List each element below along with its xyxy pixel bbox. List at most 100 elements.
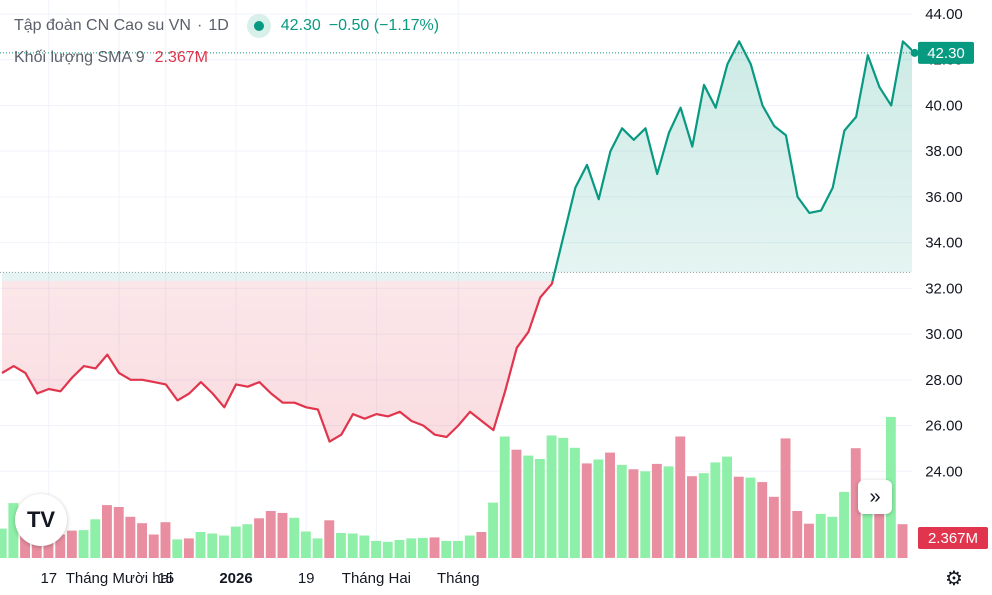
volume-bar [745,477,756,558]
volume-bar [183,538,194,558]
x-tick-label: 15 [157,570,174,587]
volume-bar [792,511,803,558]
volume-bar [336,533,346,558]
volume-bar [78,530,89,558]
y-tick-label: 34.00 [925,235,963,252]
volume-bar [581,463,592,558]
area-fill-up [2,41,912,281]
area-fills [2,41,912,442]
price-line-down [1,281,554,443]
market-status-icon[interactable] [246,14,271,38]
volume-bar [312,538,323,558]
chart-legend: Tập đoàn CN Cao su VN · 1D 42.30 −0.50 (… [14,14,439,70]
volume-bar [570,447,580,559]
volume-bar [464,535,475,558]
volume-bar [242,524,253,558]
volume-bar [0,528,7,558]
y-tick-label: 24.00 [925,463,963,480]
volume-bar [593,459,604,558]
x-tick-label: 2026 [219,570,252,587]
last-volume-tag [918,527,988,549]
volume-bar [113,507,124,558]
last-volume-tag-label: 2.367M [928,530,978,547]
volume-bar [90,519,101,558]
volume-bar [476,532,487,558]
volume-bar [125,516,136,558]
y-tick-label: 32.00 [925,280,963,297]
tradingview-logo-icon[interactable]: TV [15,494,67,546]
volume-bar [8,503,19,558]
volume-bar [605,452,615,558]
volume-bar [453,540,463,558]
volume-bar [148,534,159,558]
scroll-to-realtime-button[interactable]: » [858,480,892,514]
volume-bar [687,476,697,558]
last-price-tag [918,41,974,64]
volume-bar [324,520,335,558]
volume-bar [897,524,908,558]
volume-bar [663,466,674,558]
volume-bar [523,455,534,558]
volume-bar [195,532,206,558]
volume-bar [265,511,276,558]
y-tick-label: 44.00 [925,6,963,23]
volume-bar [628,469,639,558]
y-tick-label: 30.00 [925,326,963,343]
volume-bar [394,539,405,558]
volume-bar [417,537,428,558]
volume-bar [102,505,112,558]
x-tick-label: Tháng [437,570,480,587]
y-tick-label: 36.00 [925,189,963,206]
volume-bar [511,449,522,558]
symbol-name[interactable]: Tập đoàn CN Cao su VN [14,17,191,34]
volume-bar [534,459,545,558]
volume-bar [710,462,721,558]
volume-bar [862,494,873,558]
volume-bar [289,517,300,558]
price-lines [0,40,919,443]
volume-bar [359,535,370,558]
volume-bar [488,502,498,558]
separator-dot: · [196,17,203,34]
volume-bar [874,497,885,558]
volume-bar [780,438,791,558]
last-price-tag-label: 42.30 [927,45,965,62]
symbol-row: Tập đoàn CN Cao su VN · 1D 42.30 −0.50 (… [14,14,439,38]
volume-bar [160,522,171,558]
x-tick-label: 19 [298,570,315,587]
price-change: −0.50 (−1.17%) [328,17,440,34]
volume-bar [406,538,417,558]
last-price-marker [910,48,919,57]
last-price: 42.30 [280,17,321,34]
volume-bar [207,533,218,558]
volume-bar [137,523,147,558]
gear-icon[interactable]: ⚙ [945,567,963,590]
volume-bar [172,539,183,558]
volume-bar [698,473,709,558]
volume-bars [0,416,908,559]
volume-indicator-label[interactable]: Khối lượng SMA 9 [14,49,145,66]
volume-bar [277,512,288,558]
price-line-up [551,40,912,281]
volume-bar [371,540,381,558]
x-tick-label: 17 [40,570,57,587]
volume-bar [230,526,241,558]
volume-row: Khối lượng SMA 9 2.367M [14,46,439,70]
volume-bar [804,523,814,558]
interval-label[interactable]: 1D [208,17,229,34]
volume-bar [640,471,651,558]
y-tick-label: 28.00 [925,372,963,389]
y-tick-label: 40.00 [925,97,963,114]
volume-bar [651,463,662,558]
volume-bar [827,516,838,558]
volume-bar [558,437,569,558]
area-fill-down [2,281,553,442]
volume-bar [300,531,311,558]
price-axis[interactable]: 44.0042.0040.0038.0036.0034.0032.0030.00… [918,6,988,549]
volume-bar [254,518,264,558]
volume-bar [382,541,393,558]
volume-bar [733,476,744,558]
